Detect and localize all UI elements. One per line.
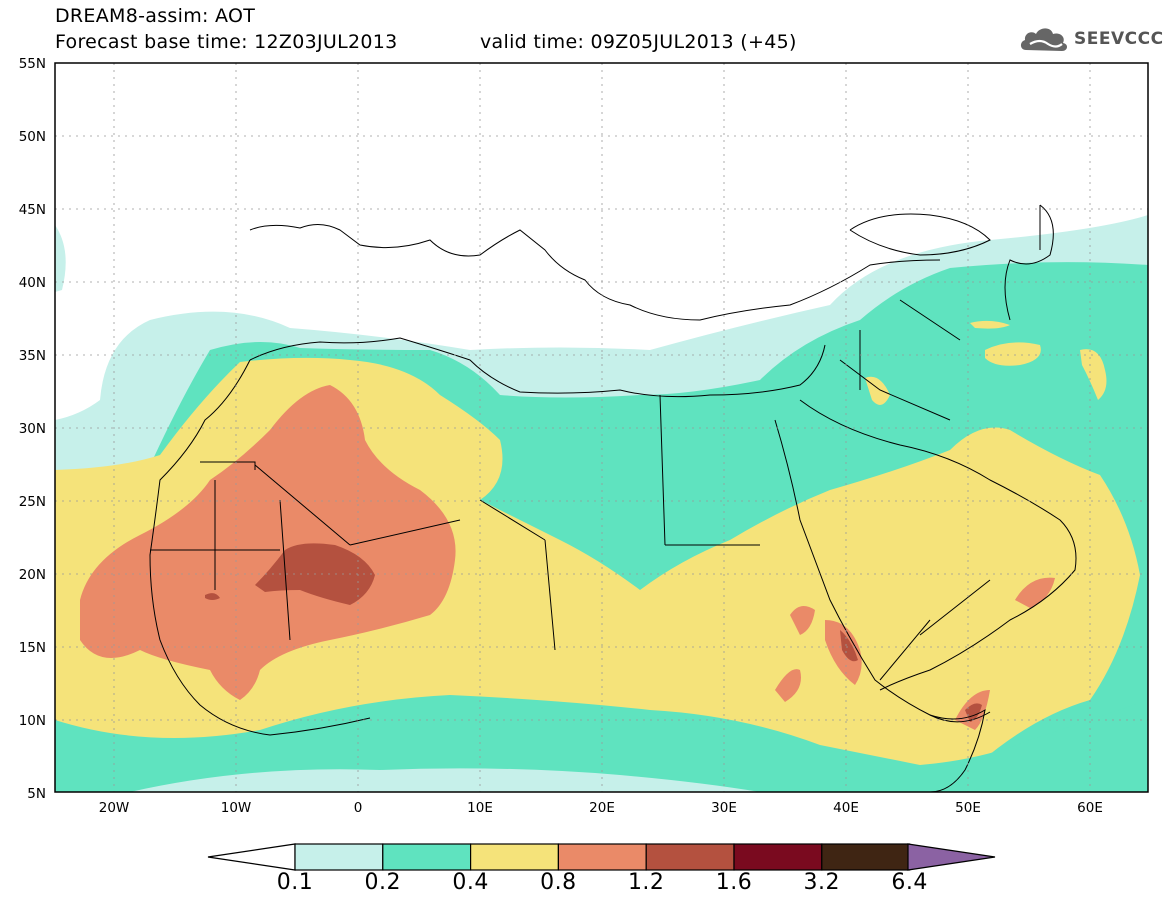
coastline-horn	[929, 709, 986, 792]
lat-label: 45N	[19, 202, 46, 218]
map-title: DREAM8-assim: AOT	[55, 5, 256, 27]
lon-label: 60E	[1077, 800, 1103, 816]
lat-label: 55N	[19, 56, 46, 72]
latitude-labels: 55N 50N 45N 40N 35N 30N 25N 20N 15N 10N …	[19, 56, 46, 802]
lat-label: 30N	[19, 421, 46, 437]
colorbar-box	[294, 843, 384, 871]
colorbar-under-arrow	[207, 843, 296, 871]
colorbar-box	[645, 843, 735, 871]
coastline-caspian	[1004, 204, 1054, 321]
lon-label: 10E	[467, 800, 493, 816]
colorbar-label: 0.4	[452, 870, 489, 895]
colorbar-label: 0.1	[276, 870, 314, 895]
lon-label: 20E	[589, 800, 615, 816]
colorbar-label: 6.4	[891, 870, 928, 895]
colorbar-label: 0.8	[540, 870, 577, 895]
seevccc-logo: SEEVCCC	[1018, 22, 1164, 56]
aot-level-1-2	[205, 543, 982, 722]
aot-level-0-8	[80, 385, 1055, 730]
colorbar-label: 1.2	[627, 870, 665, 895]
aot-level-0-1-south	[130, 768, 760, 792]
lon-label: 0	[354, 800, 363, 816]
logo-text: SEEVCCC	[1074, 29, 1164, 49]
coastline-europe	[249, 224, 941, 321]
colorbar-over-arrow	[907, 843, 996, 871]
coastline-africa-north	[249, 337, 826, 398]
colorbar-box	[470, 843, 560, 871]
lat-label: 50N	[19, 129, 46, 145]
aot-level-0-4-east	[865, 320, 1107, 405]
coastline-africa-west	[149, 359, 371, 736]
colorbar-box	[733, 843, 823, 871]
lat-label: 10N	[19, 713, 46, 729]
borders-east	[839, 205, 1041, 681]
colorbar-box	[557, 843, 647, 871]
longitude-labels: 20W 10W 0 10E 20E 30E 40E 50E 60E	[99, 800, 1103, 816]
colorbar-boxes	[294, 843, 911, 871]
graticule	[55, 63, 1148, 792]
lon-label: 40E	[833, 800, 859, 816]
forecast-base-time: Forecast base time: 12Z03JUL2013	[55, 31, 398, 53]
aot-field	[55, 215, 1148, 792]
coastline-black-sea	[849, 213, 991, 256]
lon-label: 30E	[711, 800, 737, 816]
aot-level-0-2-south	[55, 695, 1148, 792]
lat-label: 25N	[19, 494, 46, 510]
colorbar-label: 3.2	[803, 870, 841, 895]
lat-label: 15N	[19, 640, 46, 656]
map-frame	[54, 62, 1149, 793]
coastlines	[149, 204, 1077, 792]
lon-label: 10W	[221, 800, 252, 816]
colorbar	[207, 843, 996, 871]
borders-sahara	[150, 394, 760, 651]
lon-label: 20W	[99, 800, 130, 816]
valid-time: valid time: 09Z05JUL2013 (+45)	[480, 31, 797, 53]
coastline-arabia	[799, 399, 1077, 691]
lat-label: 40N	[19, 275, 46, 291]
lat-label: 20N	[19, 567, 46, 583]
colorbar-label: 0.2	[364, 870, 402, 895]
colorbar-box	[821, 843, 911, 871]
lat-label: 5N	[27, 786, 46, 802]
lat-label: 35N	[19, 348, 46, 364]
colorbar-box	[382, 843, 472, 871]
cloud-logo-icon	[1020, 28, 1068, 51]
colorbar-label: 1.6	[715, 870, 753, 895]
lon-label: 50E	[955, 800, 981, 816]
